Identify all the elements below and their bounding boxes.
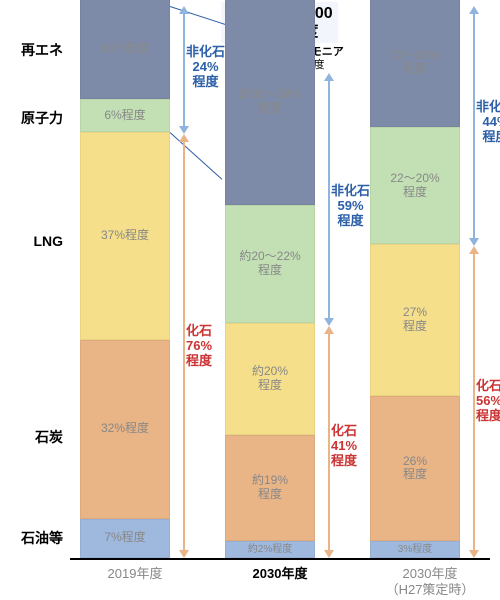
bar-segment: 32%程度 [80,340,170,519]
bracket-label: 化石41%程度 [331,424,357,469]
bar-segment: 37%程度 [80,132,170,339]
segment-label: 約20%程度 [252,365,288,393]
segment-label: 27%程度 [403,306,427,334]
bar-segment: 27%程度 [370,244,460,395]
y-category-label: 石炭 [35,427,63,447]
bar-segment: 22～20%程度 [370,127,460,245]
bar-segment: 約19%程度 [225,435,315,541]
stacked-bar-0: 18%程度 6%程度 37%程度 32%程度 7%程度 [80,0,170,558]
y-category-label: 原子力 [21,108,63,128]
segment-label: 22～20%程度 [390,172,439,200]
y-category-label: 再エネ [21,40,63,60]
stacked-bar-2: 22～24%程度 22～20%程度 27%程度 26%程度 3%程度 [370,0,460,558]
bar-segment: 3%程度 [370,541,460,558]
bracket-label: 非化石44%程度 [476,100,500,145]
bracket-label: 化石56%程度 [476,379,500,424]
stacked-bar-1: 約36～38%程度約20～22%程度約20%程度約19%程度約2%程度 [225,0,315,558]
y-category-label: 石油等 [21,528,63,548]
segment-label: 7%程度 [104,531,145,545]
y-category-label: LNG [33,233,63,249]
x-category-label: 2030年度（H27策定時） [365,566,495,597]
bracket-label: 非化石59%程度 [331,184,370,229]
bar-segment: 22～24%程度 [370,0,460,127]
segment-label: 18%程度 [101,42,149,56]
segment-label: 3%程度 [398,544,432,556]
x-category-label: 2030年度 [220,566,340,582]
bar-segment: 約20%程度 [225,323,315,435]
bracket-label: 非化石24%程度 [186,45,225,90]
x-category-label: 2019年度 [75,566,195,582]
segment-label: 約20～22%程度 [239,250,300,278]
bar-segment: 6%程度 [80,99,170,133]
segment-label: 32%程度 [101,422,149,436]
segment-label: 37%程度 [101,229,149,243]
chart-area: 約9,300~9,400 億kWh程度 水素・アンモニア 約1%程度 18%程度… [70,0,490,560]
segment-label: 22～24%程度 [390,49,439,77]
segment-label: 6%程度 [104,109,145,123]
segment-label: 約36～38%程度 [239,88,300,116]
segment-label: 約19%程度 [252,474,288,502]
bar-segment: 7%程度 [80,519,170,558]
x-axis-labels: 2019年度2030年度2030年度（H27策定時） [70,562,490,600]
bracket-label: 化石76%程度 [186,324,212,369]
segment-label: 約2%程度 [248,544,292,556]
bar-segment: 26%程度 [370,396,460,542]
bar-segment: 約2%程度 [225,541,315,558]
y-axis-labels: 再エネ原子力 LNG 石炭石油等 [0,0,65,560]
bar-segment: 18%程度 [80,0,170,99]
bar-segment: 約20～22%程度 [225,205,315,323]
bar-segment: 約36～38%程度 [225,0,315,205]
segment-label: 26%程度 [403,455,427,483]
